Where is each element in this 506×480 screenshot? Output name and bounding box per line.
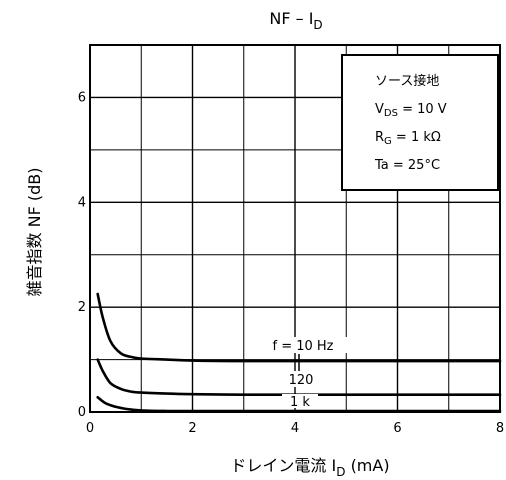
curve-labels: f = 10 Hz 120 1 k	[254, 337, 352, 410]
curve-label-1k-bg	[282, 394, 318, 408]
curve-label-120: 120	[289, 373, 314, 388]
condition-source-grounded: ソース接地	[375, 73, 439, 89]
curve-label-120-bg	[282, 371, 320, 387]
condition-rg: RG = 1 kΩ	[375, 130, 441, 147]
conditions-box: ソース接地 VDS = 10 V RG = 1 kΩ Ta = 25°C	[341, 54, 499, 191]
series-line-2	[96, 396, 502, 413]
x-tick-label: 6	[393, 421, 401, 436]
x-tick-label: 8	[496, 421, 504, 436]
x-axis-label: ドレイン電流 ID (mA)	[230, 456, 389, 479]
x-tick-label: 2	[188, 421, 196, 436]
chart-title: NF – ID	[269, 9, 322, 32]
condition-vds: VDS = 10 V	[375, 102, 447, 119]
series-curves	[96, 292, 502, 413]
curve-label-1k: 1 k	[290, 395, 310, 410]
curve-label-10hz: f = 10 Hz	[272, 339, 333, 354]
x-tick-label: 0	[86, 421, 94, 436]
y-tick-label: 0	[78, 405, 86, 420]
conditions-box-frame	[341, 54, 499, 191]
x-tick-label: 4	[291, 421, 299, 436]
y-axis-label: 雑音指数 NF (dB)	[25, 168, 44, 297]
curve-label-10hz-bg	[254, 337, 352, 353]
series-line-1	[96, 358, 502, 397]
series-line-0	[96, 292, 502, 363]
y-tick-label: 2	[78, 300, 86, 315]
tick-labels: 0 2 4 6 8 0 2 4 6	[78, 90, 504, 436]
y-tick-label: 6	[78, 90, 86, 105]
condition-ta: Ta = 25°C	[374, 158, 440, 173]
y-tick-label: 4	[78, 195, 86, 210]
